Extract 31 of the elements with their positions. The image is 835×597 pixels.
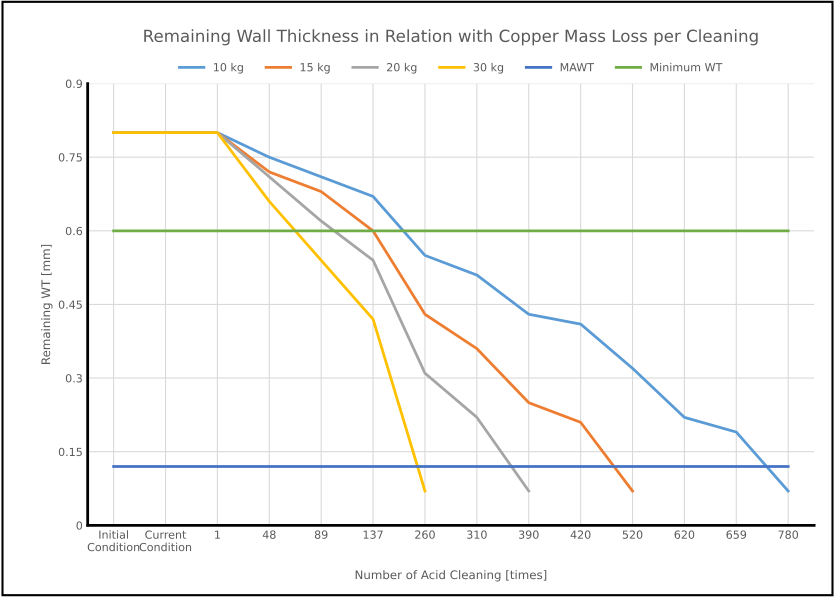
y-tick-label: 0.6 [66,226,82,236]
legend-label: 10 kg [214,62,243,74]
x-tick-label: 659 [726,530,746,539]
x-tick-label: 48 [262,530,276,539]
y-tick-label: 0 [76,521,82,530]
chart-title: Remaining Wall Thickness in Relation with Copper Mass Loss per Cleaning [144,29,758,46]
x-tick-label: 420 [570,530,590,539]
x-tick-label: 620 [674,530,694,539]
y-tick-label: 0.9 [66,80,82,88]
x-tick-label: Current Condition [140,530,192,552]
x-tick-label: 89 [314,530,328,539]
legend-label: 20 kg [387,62,416,74]
y-tick-label: 0.15 [58,448,82,456]
x-tick-label: Initial Condition [88,530,140,552]
x-tick-label: 520 [622,530,642,539]
x-tick-label: 260 [415,530,435,539]
legend-label: 30 kg [474,62,504,74]
x-tick-label: 780 [778,530,798,539]
y-tick-label: 0.45 [58,300,82,309]
x-tick-label: 390 [518,530,539,539]
legend-label: MAWT [560,63,594,72]
x-tick-label: 137 [364,530,383,539]
x-tick-label: 1 [215,530,220,539]
y-tick-label: 0.75 [58,153,82,162]
y-axis-title: Remaining WT [mm] [41,244,53,364]
x-tick-label: 310 [467,530,487,539]
y-tick-label: 0.3 [66,374,82,382]
legend-label: Minimum WT [650,62,722,72]
line-series [112,131,426,492]
x-axis-title: Number of Acid Cleaning [times] [356,570,546,582]
legend-label: 15 kg [300,62,330,74]
